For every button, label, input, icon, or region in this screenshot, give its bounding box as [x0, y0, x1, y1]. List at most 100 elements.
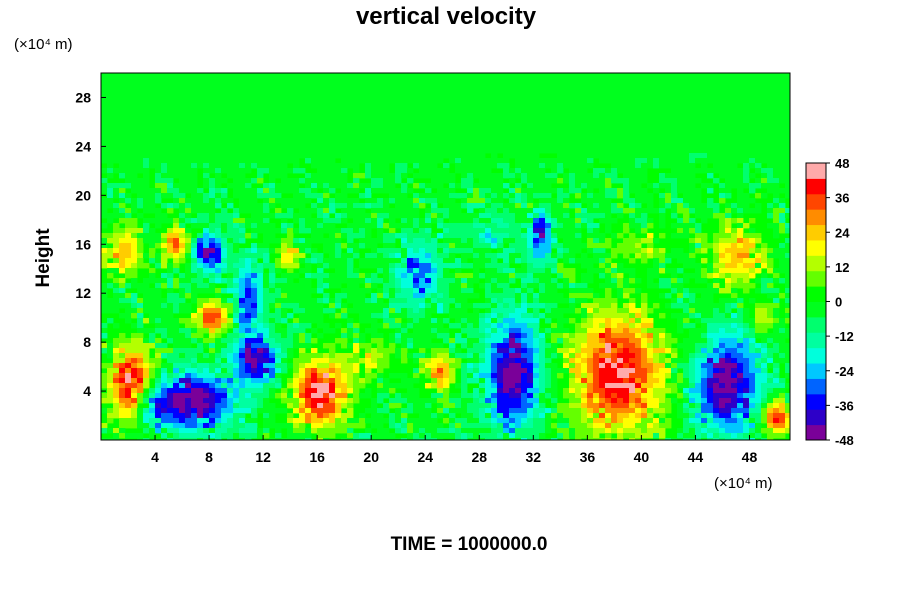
heatmap-cell [611, 98, 618, 104]
heatmap-cell [581, 278, 588, 284]
heatmap-cell [161, 88, 168, 94]
heatmap-cell [563, 93, 570, 99]
heatmap-cell [647, 223, 654, 229]
heatmap-cell [281, 318, 288, 324]
heatmap-cell [269, 168, 276, 174]
heatmap-cell [155, 88, 162, 94]
heatmap-cell [719, 143, 726, 149]
heatmap-cell [329, 203, 336, 209]
heatmap-cell [281, 213, 288, 219]
heatmap-cell [521, 248, 528, 254]
heatmap-cell [401, 293, 408, 299]
heatmap-cell [617, 248, 624, 254]
heatmap-cell [563, 223, 570, 229]
heatmap-cell [137, 163, 144, 169]
heatmap-cell [233, 138, 240, 144]
heatmap-cell [185, 188, 192, 194]
heatmap-cell [287, 213, 294, 219]
heatmap-cell [191, 138, 198, 144]
heatmap-cell [413, 253, 420, 259]
heatmap-cell [317, 83, 324, 89]
heatmap-cell [323, 213, 330, 219]
heatmap-cell [503, 78, 510, 84]
heatmap-cell [569, 73, 576, 79]
heatmap-cell [713, 313, 720, 319]
heatmap-cell [335, 218, 342, 224]
heatmap-cell [125, 283, 132, 289]
heatmap-cell [563, 138, 570, 144]
heatmap-cell [731, 228, 738, 234]
heatmap-cell [719, 288, 726, 294]
heatmap-cell [713, 213, 720, 219]
heatmap-cell [299, 93, 306, 99]
heatmap-cell [647, 93, 654, 99]
heatmap-cell [395, 193, 402, 199]
heatmap-cell [335, 253, 342, 259]
heatmap-cell [725, 183, 732, 189]
heatmap-cell [611, 93, 618, 99]
heatmap-cell [509, 133, 516, 139]
heatmap-cell [689, 258, 696, 264]
heatmap-cell [707, 313, 714, 319]
heatmap-cell [731, 98, 738, 104]
heatmap-cell [263, 98, 270, 104]
heatmap-cell [629, 113, 636, 119]
heatmap-cell [179, 308, 186, 314]
heatmap-cell [713, 113, 720, 119]
heatmap-cell [359, 293, 366, 299]
heatmap-cell [557, 223, 564, 229]
heatmap-cell [509, 253, 516, 259]
heatmap-cell [341, 103, 348, 109]
heatmap-cell [761, 113, 768, 119]
heatmap-cell [413, 83, 420, 89]
heatmap-cell [443, 83, 450, 89]
heatmap-cell [419, 303, 426, 309]
heatmap-cell [311, 133, 318, 139]
heatmap-cell [395, 258, 402, 264]
heatmap-cell [329, 273, 336, 279]
heatmap-cell [161, 93, 168, 99]
heatmap-cell [407, 148, 414, 154]
heatmap-cell [329, 313, 336, 319]
heatmap-cell [731, 218, 738, 224]
heatmap-cell [605, 298, 612, 304]
heatmap-cell [101, 93, 108, 99]
heatmap-cell [329, 253, 336, 259]
heatmap-cell [101, 123, 108, 129]
heatmap-cell [695, 223, 702, 229]
heatmap-cell [467, 238, 474, 244]
heatmap-cell [281, 258, 288, 264]
heatmap-cell [443, 118, 450, 124]
heatmap-cell [401, 203, 408, 209]
heatmap-cell [137, 103, 144, 109]
heatmap-cell [185, 293, 192, 299]
heatmap-cell [167, 278, 174, 284]
heatmap-cell [131, 173, 138, 179]
heatmap-cell [671, 143, 678, 149]
heatmap-cell [407, 128, 414, 134]
heatmap-cell [779, 88, 786, 94]
heatmap-cell [227, 283, 234, 289]
heatmap-cell [623, 308, 630, 314]
heatmap-cell [401, 188, 408, 194]
heatmap-cell [425, 123, 432, 129]
heatmap-cell [101, 143, 108, 149]
heatmap-cell [197, 163, 204, 169]
heatmap-cell [407, 273, 414, 279]
heatmap-cell [497, 293, 504, 299]
heatmap-cell [179, 163, 186, 169]
heatmap-cell [335, 233, 342, 239]
heatmap-cell [527, 163, 534, 169]
heatmap-cell [533, 268, 540, 274]
heatmap-cell [119, 268, 126, 274]
heatmap-cell [617, 73, 624, 79]
heatmap-cell [119, 163, 126, 169]
heatmap-cell [731, 148, 738, 154]
heatmap-cell [269, 228, 276, 234]
heatmap-cell [155, 183, 162, 189]
heatmap-cell [101, 118, 108, 124]
heatmap-cell [455, 108, 462, 114]
heatmap-cell [485, 78, 492, 84]
heatmap-cell [485, 208, 492, 214]
heatmap-cell [407, 98, 414, 104]
